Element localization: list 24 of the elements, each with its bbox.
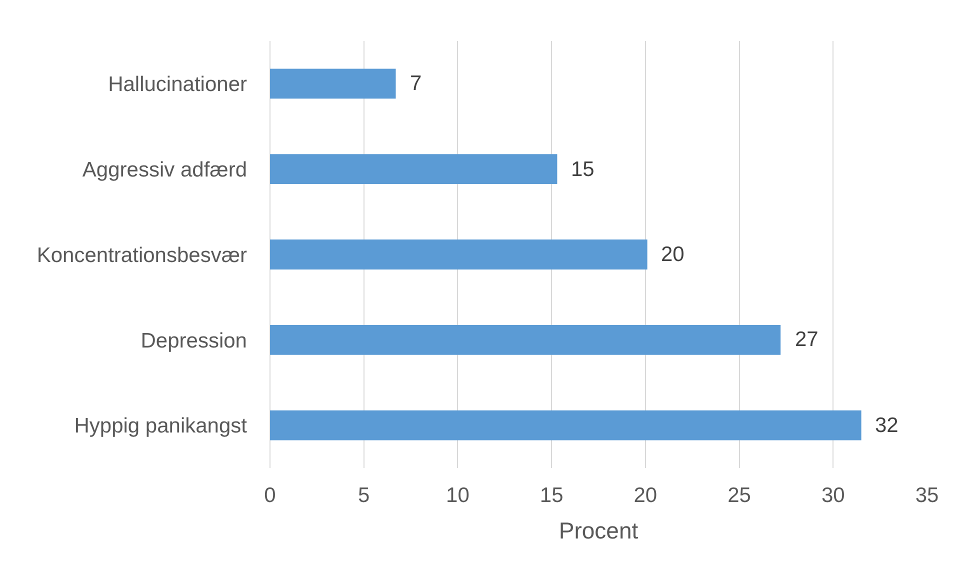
x-tick-label: 30	[821, 484, 845, 507]
y-tick-label: Depression	[140, 329, 247, 352]
data-label: 20	[661, 243, 684, 266]
bar	[270, 324, 781, 355]
x-tick-label: 20	[634, 484, 658, 507]
x-tick-label: 25	[728, 484, 751, 507]
data-label: 32	[875, 414, 898, 437]
x-tick-label: 35	[915, 484, 939, 507]
x-tick-label: 10	[446, 484, 470, 507]
x-tick-label: 5	[358, 484, 370, 507]
y-tick-label: Aggressiv adfærd	[82, 158, 247, 182]
bar	[270, 410, 862, 440]
x-axis-title: Procent	[558, 518, 639, 544]
data-label: 7	[410, 72, 422, 95]
x-tick-label: 0	[264, 484, 276, 507]
bar	[270, 68, 396, 99]
bar	[270, 154, 558, 184]
x-tick-label: 15	[540, 484, 564, 507]
y-tick-label: Koncentrationsbesvær	[36, 244, 247, 267]
data-label: 27	[795, 328, 818, 351]
bar	[270, 240, 648, 270]
data-label: 15	[571, 158, 594, 181]
y-tick-label: Hallucinationer	[108, 73, 247, 96]
y-tick-label: Hyppig panikangst	[74, 414, 248, 438]
